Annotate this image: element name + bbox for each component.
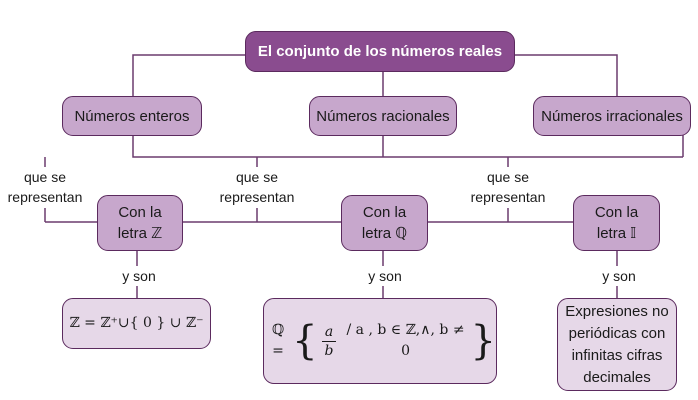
connector-label-1-line1: que se [23, 169, 67, 185]
title-text: El conjunto de los números reales [257, 43, 503, 60]
connector-label-1: que se representan [0, 167, 90, 207]
category-irracionales: Números irracionales [533, 96, 691, 136]
category-enteros: Números enteros [62, 96, 202, 136]
definition-z-box: ℤ = ℤ⁺∪{ 0 } ∪ ℤ⁻ [62, 298, 211, 349]
definition-i-line3: infinitas cifras [571, 346, 663, 364]
definition-q-lhs: ℚ = [271, 322, 285, 359]
definition-q-condition: / a , b ∈ ℤ,∧, b ≠ 0 [346, 322, 465, 359]
category-racionales-label: Números racionales [316, 107, 450, 125]
letter-q-line1: Con la [362, 204, 407, 221]
definition-q-numerator: a [321, 323, 337, 342]
definition-q-fraction: a b [321, 323, 337, 360]
category-enteros-label: Números enteros [74, 107, 190, 125]
definition-q-box: ℚ = { a b / a , b ∈ ℤ,∧, b ≠ 0 } [263, 298, 497, 384]
connector-label-3-line2: representan [470, 189, 546, 205]
letter-z-box: Con la letra ℤ [97, 195, 183, 251]
y-son-label-2: y son [358, 266, 412, 286]
y-son-label-3: y son [592, 266, 646, 286]
connector-label-1-line2: representan [7, 189, 83, 205]
y-son-label-1: y son [112, 266, 166, 286]
letter-z-line1: Con la [118, 204, 162, 221]
definition-i-line1: Expresiones no [565, 302, 669, 320]
letter-i-box: Con la letra 𝕀 [573, 195, 660, 251]
definition-i-box: Expresiones no periódicas con infinitas … [557, 298, 677, 391]
definition-i-line4: decimales [583, 368, 651, 386]
definition-q-denominator: b [324, 342, 334, 359]
definition-q-close-brace: } [470, 318, 496, 364]
connector-label-2-line2: representan [219, 189, 295, 205]
letter-q-line2: letra ℚ [361, 225, 408, 242]
letter-i-line1: Con la [594, 204, 639, 221]
letter-i-line2: letra 𝕀 [596, 225, 637, 242]
definition-i-line2: periódicas con [568, 324, 666, 342]
letter-z-line2: letra ℤ [117, 225, 163, 242]
connector-label-2-line1: que se [235, 169, 279, 185]
letter-q-box: Con la letra ℚ [341, 195, 428, 251]
category-irracionales-label: Números irracionales [541, 107, 683, 125]
category-racionales: Números racionales [309, 96, 457, 136]
connector-label-3-line1: que se [486, 169, 530, 185]
definition-q-open-brace: { [292, 318, 318, 364]
connector-label-3: que se representan [463, 167, 553, 207]
connector-label-2: que se representan [212, 167, 302, 207]
title-box: El conjunto de los números reales [245, 31, 515, 72]
definition-z-formula: ℤ = ℤ⁺∪{ 0 } ∪ ℤ⁻ [69, 315, 204, 331]
